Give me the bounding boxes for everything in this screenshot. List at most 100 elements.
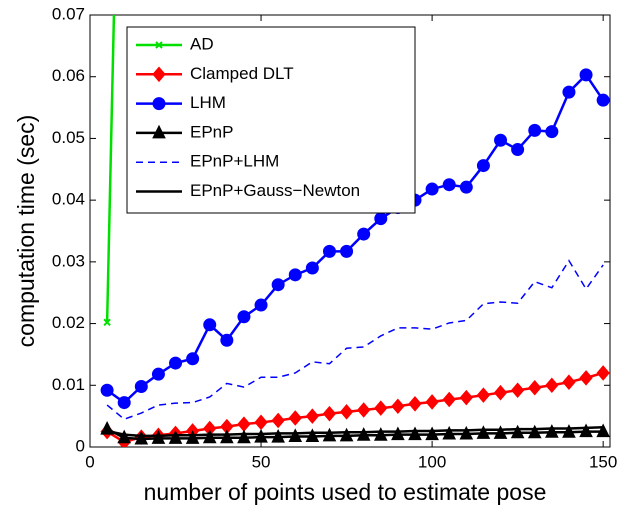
y-tick-label: 0.05	[52, 128, 85, 147]
legend-label: LHM	[190, 93, 226, 112]
legend-marker	[152, 66, 166, 83]
x-tick-label: 50	[252, 452, 271, 471]
y-axis-label: computation time (sec)	[13, 115, 39, 348]
legend-label: AD	[190, 34, 214, 53]
data-point	[442, 178, 456, 192]
data-point	[493, 384, 508, 401]
data-point	[545, 377, 559, 394]
legend-marker	[152, 97, 166, 111]
data-point	[476, 425, 491, 439]
data-point	[339, 427, 354, 442]
y-tick-label: 0.03	[52, 251, 85, 270]
data-point	[493, 425, 508, 439]
data-point	[562, 374, 576, 390]
data-point	[134, 380, 148, 394]
data-point	[117, 396, 131, 410]
data-point	[322, 405, 337, 422]
legend-label: EPnP	[190, 122, 233, 141]
series-line	[106, 426, 604, 438]
data-point	[151, 430, 166, 444]
data-point	[237, 310, 251, 324]
data-point	[203, 318, 217, 332]
data-point	[117, 429, 132, 444]
data-point	[391, 398, 405, 415]
data-point	[494, 133, 508, 147]
data-point	[322, 244, 336, 258]
data-point	[510, 382, 525, 398]
data-point	[528, 379, 542, 396]
data-point	[168, 430, 183, 444]
data-point	[579, 423, 593, 438]
data-point	[357, 227, 371, 241]
data-point	[374, 212, 388, 226]
legend-marker	[152, 124, 166, 139]
data-point	[288, 428, 303, 443]
data-point	[288, 268, 302, 282]
y-tick-label: 0.07	[52, 4, 85, 23]
y-tick-label: 0.02	[52, 313, 85, 332]
data-point	[545, 424, 559, 438]
x-axis-label: number of points used to estimate pose	[144, 479, 547, 505]
data-point	[100, 383, 114, 397]
data-point	[103, 318, 111, 327]
data-point	[425, 426, 439, 441]
data-point	[511, 143, 525, 157]
data-point	[185, 430, 200, 444]
data-point	[169, 356, 183, 370]
data-point	[271, 278, 285, 292]
data-point	[288, 410, 302, 426]
data-point	[579, 68, 593, 82]
data-point	[357, 402, 371, 418]
data-point	[305, 428, 320, 443]
legend-label: EPnP+LHM	[190, 152, 279, 171]
data-point	[339, 404, 354, 420]
data-point	[373, 427, 388, 441]
data-point	[408, 396, 422, 412]
data-point	[186, 352, 200, 366]
series-line	[106, 259, 604, 421]
data-point	[237, 429, 251, 444]
y-tick-label: 0.04	[52, 190, 85, 209]
data-point	[356, 427, 371, 441]
data-point	[322, 427, 337, 442]
data-point	[340, 244, 354, 258]
legend-label: EPnP+Gauss−Newton	[190, 181, 360, 200]
data-point	[425, 182, 439, 196]
data-point	[527, 424, 542, 439]
data-point	[254, 298, 268, 312]
data-point	[134, 430, 149, 445]
data-point	[459, 180, 473, 194]
data-point	[442, 425, 457, 440]
data-point	[562, 424, 576, 438]
data-point	[391, 426, 405, 441]
data-point	[202, 429, 217, 444]
data-point	[408, 426, 422, 441]
data-point	[459, 389, 473, 406]
data-point	[476, 159, 490, 173]
data-point	[425, 394, 439, 410]
data-point	[545, 125, 559, 139]
data-point	[305, 408, 320, 424]
data-point	[528, 123, 542, 137]
data-point	[305, 261, 319, 275]
x-tick-label: 150	[589, 452, 617, 471]
data-point	[271, 429, 285, 443]
data-point	[220, 333, 234, 347]
data-point	[220, 429, 234, 444]
y-tick-label: 0.06	[52, 66, 85, 85]
data-point	[476, 387, 491, 403]
data-point	[442, 391, 456, 408]
data-point	[579, 370, 593, 386]
x-tick-label: 0	[85, 452, 94, 471]
data-point	[596, 93, 610, 107]
legend-box	[126, 26, 416, 214]
legend-marker	[155, 41, 163, 49]
series-line	[105, 15, 116, 323]
data-point	[271, 412, 285, 429]
data-point	[510, 424, 525, 439]
data-point	[596, 423, 610, 438]
x-tick-label: 100	[418, 452, 446, 471]
data-point	[151, 367, 165, 381]
y-tick-label: 0	[76, 436, 85, 455]
